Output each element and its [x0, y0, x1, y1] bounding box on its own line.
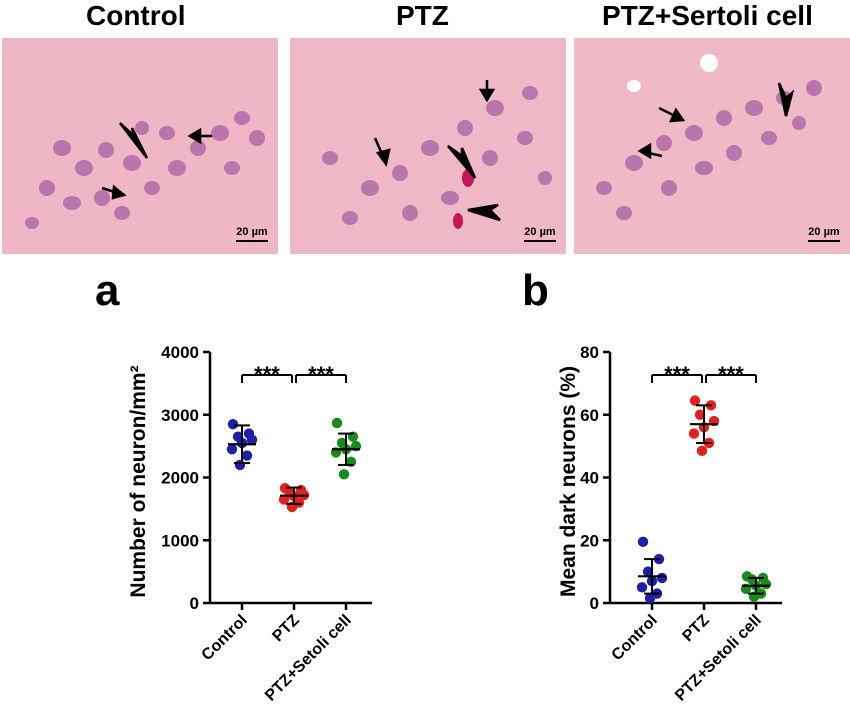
series-ptz_sertoli	[740, 571, 772, 602]
data-point	[246, 434, 258, 446]
data-point	[642, 566, 654, 577]
significance-bracket: ***	[295, 362, 347, 387]
series-ptz	[688, 395, 720, 457]
data-point	[694, 409, 706, 420]
data-point	[696, 445, 708, 457]
data-point	[644, 593, 656, 604]
micrograph-ptz: 20 µm	[290, 38, 566, 254]
y-tick-label: 0	[190, 594, 199, 613]
y-axis-label: Number of neuron/mm²	[127, 365, 150, 597]
data-point	[278, 494, 290, 505]
panel-letter-b: b	[522, 266, 549, 315]
series-control	[636, 536, 668, 604]
panel-title-control: Control	[86, 0, 186, 31]
y-tick-label: 1000	[161, 531, 199, 550]
significance-label: ***	[718, 362, 744, 387]
panel-title-ptz-sertoli: PTZ+Sertoli cell	[602, 0, 813, 31]
micrograph-ptz-image	[290, 38, 566, 254]
x-tick-label: PTZ	[269, 612, 303, 646]
x-tick-label: Control	[199, 612, 251, 664]
data-point	[760, 578, 772, 590]
data-point	[241, 450, 253, 461]
significance-bracket: ***	[705, 362, 757, 387]
data-point	[234, 459, 246, 471]
data-point	[331, 417, 343, 429]
y-tick-label: 60	[580, 406, 599, 425]
data-point	[689, 395, 701, 406]
significance-bracket: ***	[241, 362, 293, 387]
panel-letter-a: a	[95, 266, 120, 315]
y-tick-label: 0	[590, 594, 599, 613]
scale-bar-ptz-sertoli: 20 µm	[808, 226, 840, 242]
significance-label: ***	[254, 362, 280, 387]
series-control	[226, 418, 258, 471]
data-point	[226, 444, 238, 455]
scale-bar-ptz: 20 µm	[524, 226, 556, 242]
micrograph-ptz-sertoli: 20 µm	[574, 38, 850, 254]
y-tick-label: 40	[580, 469, 599, 488]
data-point	[227, 418, 239, 430]
series-ptz	[278, 482, 310, 513]
data-point	[688, 428, 700, 439]
micrograph-control: 20 µm	[2, 38, 278, 254]
data-point	[636, 582, 648, 593]
x-tick-label: PTZ	[679, 612, 713, 646]
x-tick-label: Control	[609, 612, 661, 664]
series-ptz_sertoli	[330, 417, 362, 480]
y-tick-label: 80	[580, 343, 599, 362]
y-tick-label: 20	[580, 531, 599, 550]
y-axis-label: Mean dark neurons (%)	[557, 366, 580, 597]
significance-bracket: ***	[651, 362, 703, 387]
y-tick-label: 3000	[161, 406, 199, 425]
data-point	[637, 536, 649, 548]
data-point	[656, 572, 668, 584]
micrograph-ptz-sertoli-image	[574, 38, 850, 254]
significance-label: ***	[664, 362, 690, 387]
micrograph-control-image	[2, 38, 278, 254]
significance-label: ***	[308, 362, 334, 387]
data-point	[338, 469, 350, 480]
panel-title-ptz: PTZ	[396, 0, 449, 31]
y-tick-label: 2000	[161, 469, 199, 488]
scale-bar-control: 20 µm	[236, 226, 268, 242]
y-tick-label: 4000	[161, 343, 199, 362]
